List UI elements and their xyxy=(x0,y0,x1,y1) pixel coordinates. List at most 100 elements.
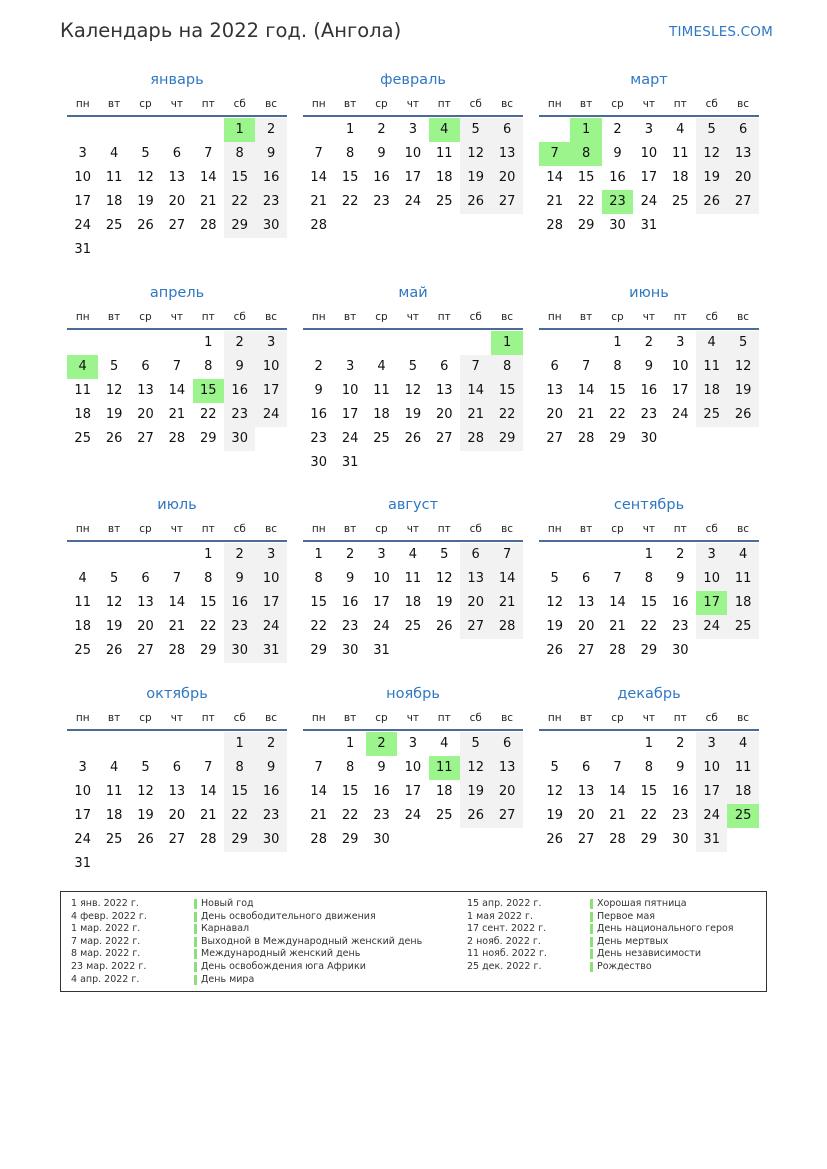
day-cell: 15 xyxy=(224,166,256,190)
holiday-name: Первое мая xyxy=(597,910,655,922)
day-cell: 7 xyxy=(581,359,591,374)
day-cell: 13 xyxy=(491,142,523,166)
day-cell: 14 xyxy=(577,383,595,398)
day-cell: 3 xyxy=(78,760,87,775)
day-cell: 25 xyxy=(74,431,91,446)
day-cell: 11 xyxy=(727,567,759,591)
month-name: январь xyxy=(150,72,204,88)
day-cell: 3 xyxy=(408,736,418,751)
weekday-label: вт xyxy=(343,712,357,724)
day-cell: 1 xyxy=(204,547,213,562)
holiday-marker xyxy=(590,936,593,947)
day-cell: 30 xyxy=(310,455,327,470)
day-cell: 24 xyxy=(696,804,728,828)
day-cell: 12 xyxy=(404,383,422,398)
day-cell: 14 xyxy=(546,170,563,185)
day-cell: 2 xyxy=(314,359,323,374)
day-cell: 24 xyxy=(640,194,658,209)
day-cell: 31 xyxy=(640,218,658,233)
day-cell: 13 xyxy=(577,595,595,610)
day-cell: 24 xyxy=(74,218,91,233)
day-cell: 18 xyxy=(74,619,91,634)
site-link[interactable]: TIMESLES.COM xyxy=(669,24,773,40)
day-cell: 24 xyxy=(672,407,689,422)
day-cell: 21 xyxy=(200,808,217,823)
day-cell: 9 xyxy=(224,355,256,379)
day-cell: 18 xyxy=(696,379,728,403)
day-cell: 2 xyxy=(676,547,685,562)
month-name: апрель xyxy=(149,285,205,301)
day-cell: 22 xyxy=(341,808,359,823)
day-cell: 4 xyxy=(109,760,119,775)
day-cell: 25 xyxy=(105,218,123,233)
day-cell: 4 xyxy=(78,571,87,586)
day-cell: 8 xyxy=(644,760,654,775)
day-cell: 28 xyxy=(460,427,492,451)
day-cell: 5 xyxy=(550,571,559,586)
weekday-label: вт xyxy=(579,311,593,323)
day-cell: 26 xyxy=(105,643,123,658)
day-cell: 5 xyxy=(696,118,728,142)
weekday-label: пт xyxy=(673,98,687,110)
day-cell: 2 xyxy=(255,118,287,142)
day-cell: 7 xyxy=(314,146,323,161)
day-cell: 14 xyxy=(200,170,217,185)
weekday-label: пн xyxy=(75,712,90,724)
day-cell: 13 xyxy=(137,595,154,610)
day-cell: 12 xyxy=(105,383,123,398)
day-cell: 18 xyxy=(672,170,689,185)
day-cell: 12 xyxy=(436,571,453,586)
weekday-label: чт xyxy=(170,712,184,724)
day-cell: 22 xyxy=(640,808,658,823)
month-name: март xyxy=(630,72,668,88)
day-cell: 10 xyxy=(373,571,390,586)
day-cell: 19 xyxy=(696,166,728,190)
day-cell: 20 xyxy=(577,619,595,634)
holiday-marker xyxy=(194,962,197,972)
day-cell: 10 xyxy=(404,146,422,161)
day-cell: 21 xyxy=(168,619,186,634)
day-cell: 19 xyxy=(727,379,759,403)
day-cell: 10 xyxy=(255,355,287,379)
holiday-date: 15 апр. 2022 г. xyxy=(467,898,542,909)
day-cell: 4 xyxy=(109,146,119,161)
day-cell: 27 xyxy=(546,431,563,446)
day-cell: 3 xyxy=(78,146,87,161)
day-cell: 13 xyxy=(491,756,523,780)
holiday-name: Карнавал xyxy=(201,923,250,935)
day-cell: 3 xyxy=(644,122,654,137)
weekday-label: ср xyxy=(611,311,624,323)
day-cell: 17 xyxy=(341,407,359,422)
day-cell: 18 xyxy=(105,194,123,209)
weekday-label: вс xyxy=(265,98,278,110)
day-cell: 30 xyxy=(672,832,689,847)
day-cell: 17 xyxy=(404,170,422,185)
day-cell: 18 xyxy=(727,591,759,615)
day-cell: 6 xyxy=(172,146,182,161)
day-cell: 23 xyxy=(310,431,327,446)
day-cell: 14 xyxy=(200,784,217,799)
holiday-marker xyxy=(590,924,593,935)
header-divider xyxy=(303,729,523,731)
day-cell: 15 xyxy=(341,784,359,799)
day-cell: 14 xyxy=(460,379,492,403)
day-cell: 16 xyxy=(255,780,287,804)
day-cell: 12 xyxy=(546,595,563,610)
day-cell: 19 xyxy=(460,780,492,804)
day-cell: 16 xyxy=(609,170,626,185)
day-cell: 23 xyxy=(224,615,256,639)
header-divider xyxy=(539,328,759,330)
day-cell: 14 xyxy=(310,784,327,799)
holiday-name: День освободительного движения xyxy=(201,910,376,922)
day-cell: 24 xyxy=(255,403,287,427)
day-cell: 28 xyxy=(609,643,626,658)
header-divider xyxy=(303,328,523,330)
day-cell: 22 xyxy=(577,194,595,209)
holiday-day-cell: 1 xyxy=(224,118,256,142)
day-cell: 16 xyxy=(672,595,689,610)
holiday-day-cell: 25 xyxy=(727,804,759,828)
holiday-marker xyxy=(194,936,197,947)
day-cell: 21 xyxy=(609,619,626,634)
day-cell: 3 xyxy=(696,732,728,756)
weekday-label: ср xyxy=(139,311,152,323)
